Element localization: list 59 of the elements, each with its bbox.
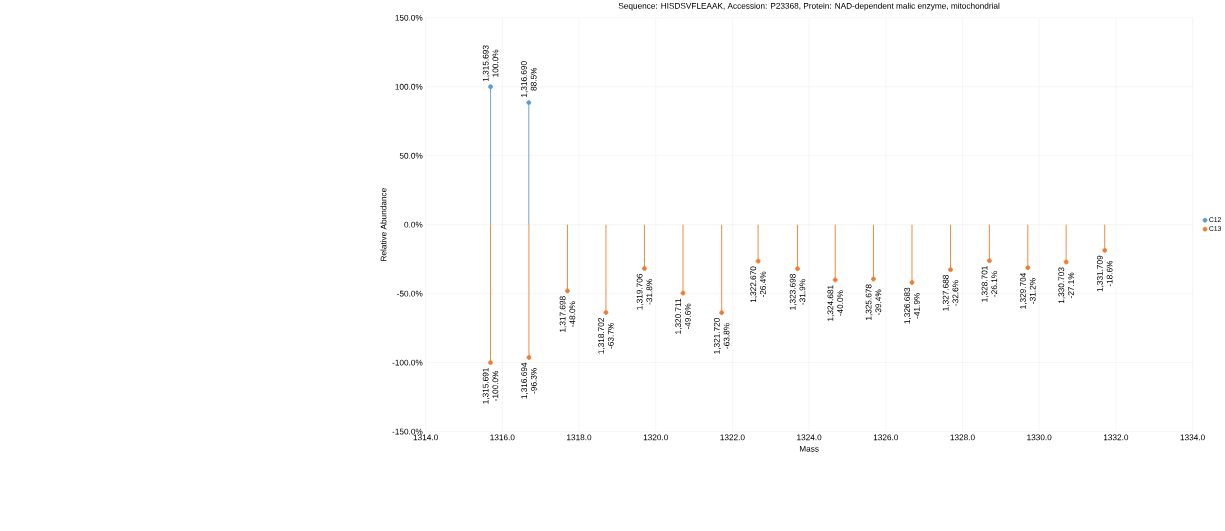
x-tick-label: 1334.0 — [1180, 434, 1205, 441]
x-tick-label: 1318.0 — [567, 434, 592, 441]
x-tick-label: 1328.0 — [950, 434, 975, 441]
x-tick-label: 1320.0 — [643, 434, 668, 441]
point — [488, 360, 493, 366]
point — [871, 276, 876, 282]
point — [948, 267, 953, 273]
data-label: 1,315.691 -100.0% — [482, 368, 499, 404]
point — [526, 355, 532, 360]
x-tick-label: 1324.0 — [797, 434, 822, 441]
point — [488, 84, 493, 90]
point — [526, 100, 532, 106]
point — [565, 288, 570, 294]
point — [832, 277, 838, 283]
data-label: 1,316.694 -96.3% — [521, 362, 537, 399]
data-label: 1,321.720 -63.8% — [713, 318, 730, 354]
y-tick-label: 0.0% — [404, 221, 423, 228]
point — [909, 280, 915, 285]
data-label: 1,327.688 -32.6% — [942, 275, 959, 311]
point — [986, 258, 992, 264]
data-label: 1,328.701 -26.1% — [981, 266, 998, 302]
data-label: 1,320.711 -49.6% — [675, 298, 691, 334]
data-label: 1,326.683 -41.9% — [904, 287, 920, 324]
data-label: 1,330.703 -27.1% — [1058, 267, 1074, 304]
data-label: 1,318.702 -63.7% — [598, 318, 614, 354]
point — [719, 310, 725, 316]
data-label: 1,323.698 -31.9% — [789, 274, 806, 310]
point — [755, 258, 761, 264]
x-tick-label: 1330.0 — [1027, 434, 1052, 441]
data-label: 1,329.704 -31.2% — [1020, 273, 1036, 309]
y-tick-label: -100.0% — [392, 359, 423, 366]
x-tick-label: 1314.0 — [413, 434, 438, 441]
point — [795, 266, 800, 272]
point — [1025, 265, 1031, 271]
data-label: 1,316.690 88.5% — [521, 61, 537, 98]
data-label: 1,317.698 -48.0% — [559, 296, 576, 332]
y-tick-label: -150.0% — [392, 428, 423, 435]
point — [680, 290, 686, 296]
x-tick-label: 1326.0 — [873, 434, 899, 441]
chart-title: Sequence: HISDSVFLEAAK, Accession: P23368, Protein: NAD-dependent malic enzyme, mitochondrial — [618, 2, 1000, 11]
data-label: 1,325.678 -39.4% — [865, 284, 882, 321]
y-tick-label: 50.0% — [399, 152, 423, 159]
data-label: 1,319.706 -31.8% — [636, 274, 653, 310]
point — [1063, 259, 1069, 265]
point — [603, 310, 609, 315]
y-tick-label: 100.0% — [395, 83, 423, 90]
x-tick-label: 1332.0 — [1103, 434, 1129, 441]
data-label: 1,322.670 -26.4% — [750, 266, 766, 303]
y-tick-label: 150.0% — [395, 14, 423, 21]
x-tick-label: 1316.0 — [490, 434, 515, 441]
x-axis-title: Mass — [799, 445, 819, 452]
point — [642, 266, 647, 271]
data-label: 1,331.709 -18.6% — [1096, 255, 1113, 292]
y-tick-label: -50.0% — [397, 290, 423, 297]
data-label: 1,324.681 -40.0% — [827, 285, 843, 321]
y-axis-title: Relative Abundance — [380, 188, 387, 261]
data-label: 1,315.693 100.0% — [482, 45, 499, 82]
x-tick-label: 1322.0 — [720, 434, 745, 441]
point — [1102, 248, 1108, 253]
